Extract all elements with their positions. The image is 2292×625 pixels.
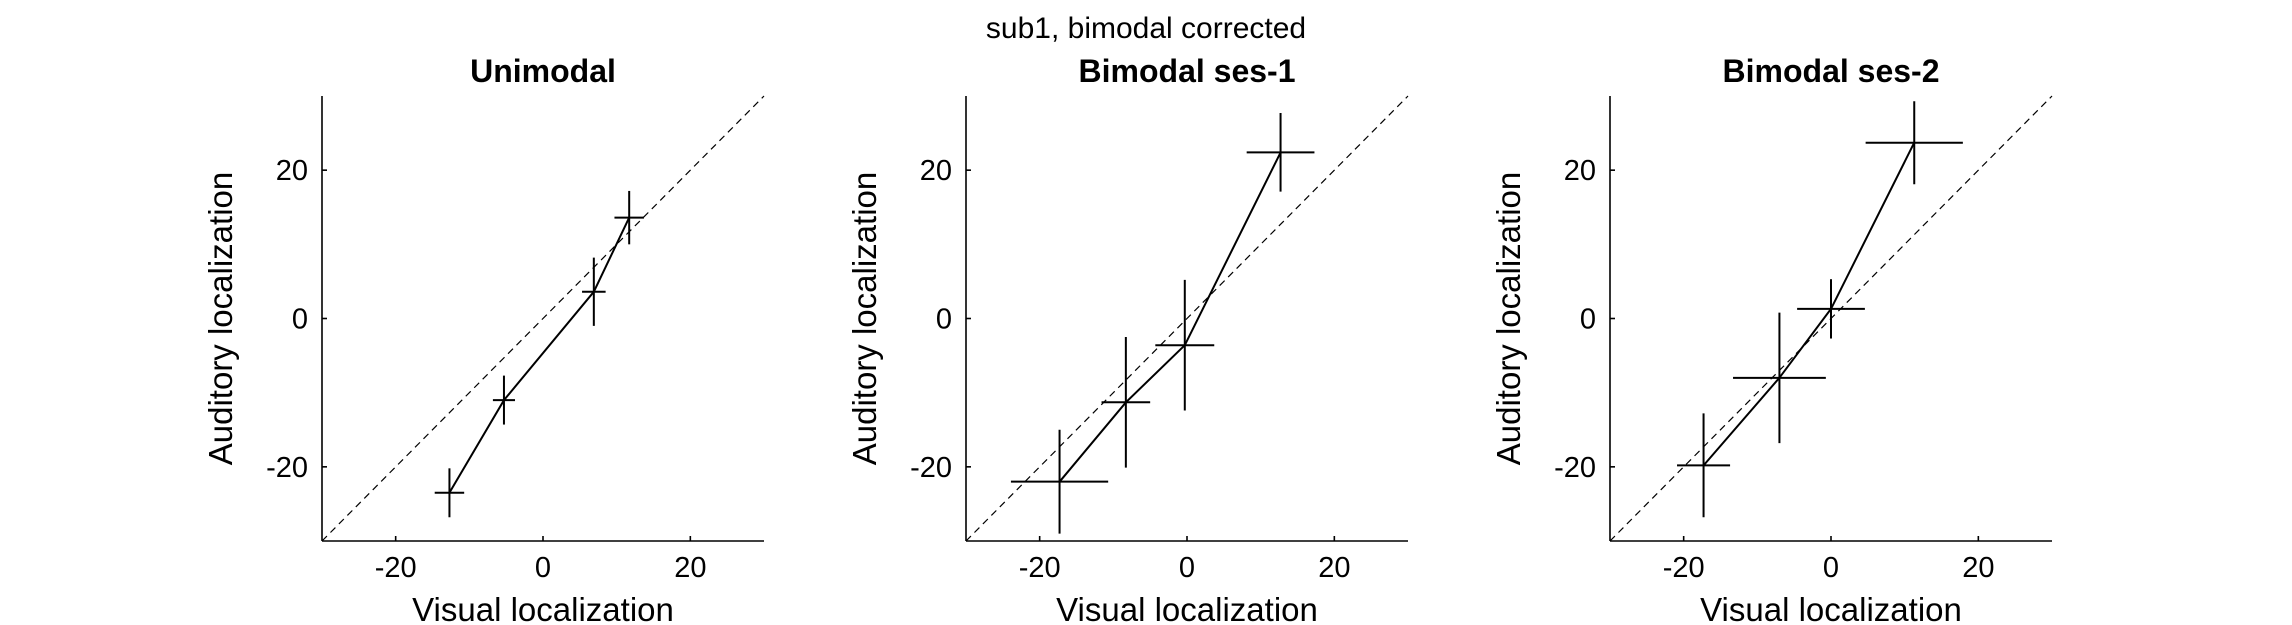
panel-title: Bimodal ses-1: [1079, 53, 1296, 89]
series-line: [1702, 142, 1916, 467]
x-axis-label: Visual localization: [1056, 591, 1318, 625]
identity-line: [965, 95, 1409, 542]
identity-line: [321, 95, 765, 542]
y-tick-label: -20: [910, 452, 952, 484]
y-tick-label: 0: [936, 304, 952, 336]
y-tick-label: 0: [292, 304, 308, 336]
x-axis-label: Visual localization: [412, 591, 674, 625]
x-tick-label: 20: [674, 552, 706, 584]
series-line: [1058, 151, 1282, 483]
series-line: [448, 217, 631, 494]
x-tick-label: 20: [1318, 552, 1350, 584]
y-tick-label: -20: [266, 452, 308, 484]
y-tick-label: 20: [1564, 155, 1596, 187]
y-tick-label: 20: [920, 155, 952, 187]
panel-title: Unimodal: [470, 53, 616, 89]
panel-title: Bimodal ses-2: [1723, 53, 1940, 89]
x-tick-label: 20: [1962, 552, 1994, 584]
y-axis-label: Auditory localization: [1490, 172, 1527, 466]
x-tick-label: 0: [535, 552, 551, 584]
y-tick-label: 0: [1580, 304, 1596, 336]
x-axis-label: Visual localization: [1700, 591, 1962, 625]
figure-title: sub1, bimodal corrected: [986, 12, 1306, 45]
y-axis-label: Auditory localization: [202, 172, 239, 466]
x-tick-label: -20: [1663, 552, 1705, 584]
x-tick-label: 0: [1179, 552, 1195, 584]
y-tick-label: 20: [276, 155, 308, 187]
y-tick-label: -20: [1554, 452, 1596, 484]
x-tick-label: -20: [1019, 552, 1061, 584]
y-axis-label: Auditory localization: [846, 172, 883, 466]
x-tick-label: 0: [1823, 552, 1839, 584]
x-tick-label: -20: [375, 552, 417, 584]
